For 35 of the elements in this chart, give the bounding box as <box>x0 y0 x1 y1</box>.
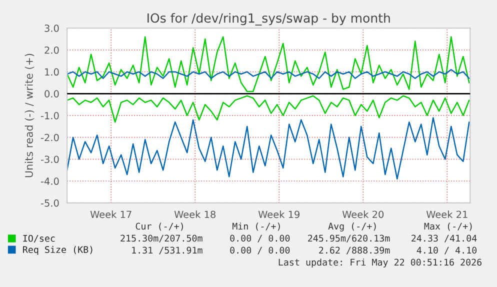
y-tick-label: -2.0 <box>40 134 59 142</box>
text: 4.10 / 4.10 <box>416 246 477 254</box>
y-tick-label: -4.0 <box>40 178 59 185</box>
line-series <box>67 95 470 123</box>
text: 2.62 /888.39m <box>319 246 390 254</box>
chart-title: IOs for /dev/ring1_sys/swap - by month <box>148 13 390 26</box>
y-tick-label: -5.0 <box>40 199 59 207</box>
text: Max (-/+) <box>424 222 472 231</box>
text: Min (-/+) <box>232 222 280 231</box>
line-series <box>67 36 470 92</box>
text: Last update: Fri May 22 00:51:16 2026 <box>278 258 482 268</box>
y-tick-label: -3.0 <box>40 156 59 164</box>
text: 0.00 / 0.00 <box>230 246 290 254</box>
text: 215.30m/207.50m <box>120 234 202 242</box>
x-tick-label: Week 18 <box>174 210 216 218</box>
y-tick-label: 3.0 <box>44 24 59 32</box>
text: 24.33 /41.04 <box>412 234 477 242</box>
x-tick-label: Week 17 <box>90 210 132 218</box>
y-tick-label: 2.0 <box>44 46 59 54</box>
text: 0.00 / 0.00 <box>230 234 290 242</box>
text: Cur (-/+) <box>136 222 183 231</box>
x-tick-label: Week 20 <box>342 210 384 218</box>
line-series <box>67 117 470 180</box>
legend-label: Req Size (KB) <box>23 246 92 255</box>
text: 1.31 /531.91m <box>132 246 202 254</box>
y-axis-title: Units read (-) / write (+) <box>24 54 34 178</box>
text: Avg (-/+) <box>328 222 376 232</box>
line-series <box>67 69 470 79</box>
legend-label: IO/sec <box>23 234 55 243</box>
text: 245.95m/620.13m <box>308 234 390 242</box>
y-tick-label: -1.0 <box>40 112 59 120</box>
y-tick-label: 1.0 <box>45 68 59 76</box>
y-tick-label: 0.0 <box>44 90 59 98</box>
x-tick-label: Week 21 <box>426 210 468 218</box>
x-tick-label: Week 19 <box>258 210 300 218</box>
